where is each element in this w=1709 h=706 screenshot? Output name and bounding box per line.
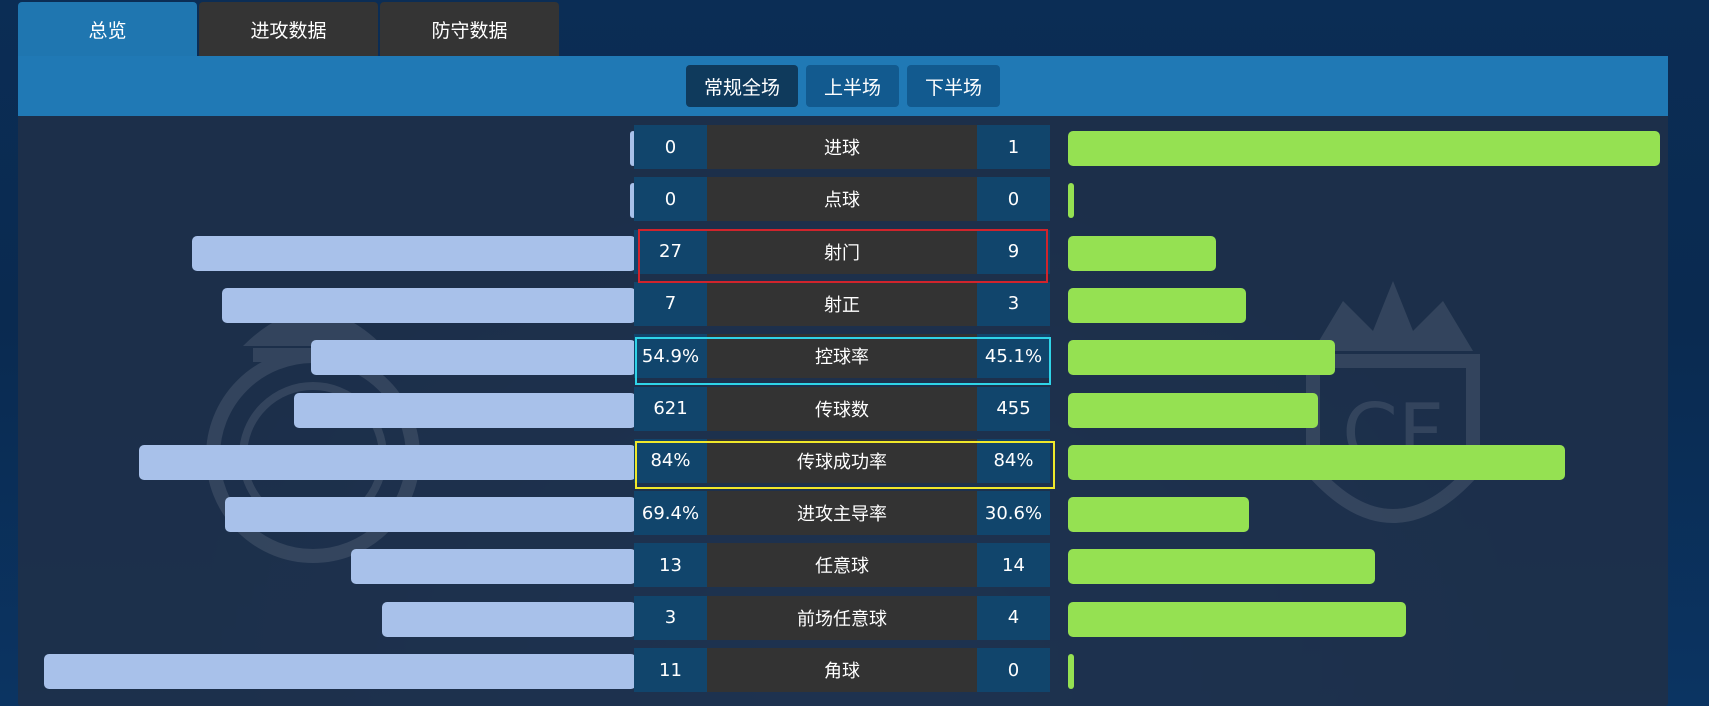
home-stat-value: 7 bbox=[634, 281, 707, 326]
stat-label: 任意球 bbox=[707, 543, 977, 588]
away-stat-value: 9 bbox=[977, 229, 1050, 274]
segment-first-half[interactable]: 上半场 bbox=[805, 65, 899, 107]
stat-row: 27 射门 9 bbox=[18, 229, 1668, 274]
segment-second-half[interactable]: 下半场 bbox=[907, 65, 1001, 107]
away-stat-bar bbox=[1068, 549, 1376, 585]
stat-row: 13 任意球 14 bbox=[18, 543, 1668, 588]
stat-label: 传球数 bbox=[707, 386, 977, 431]
stat-row: 621 传球数 455 bbox=[18, 386, 1668, 431]
away-stat-value: 45.1% bbox=[977, 334, 1050, 379]
home-stat-bar bbox=[225, 497, 636, 533]
away-stat-value: 0 bbox=[977, 648, 1050, 692]
home-stat-bar bbox=[351, 549, 636, 585]
away-stat-value: 0 bbox=[977, 177, 1050, 222]
stat-label: 传球成功率 bbox=[707, 438, 977, 483]
stat-label: 进球 bbox=[707, 125, 977, 169]
stat-row: 54.9% 控球率 45.1% bbox=[18, 334, 1668, 379]
home-stat-value: 0 bbox=[634, 177, 707, 222]
away-stat-value: 4 bbox=[977, 595, 1050, 640]
tab-attack-stats[interactable]: 进攻数据 bbox=[199, 2, 378, 56]
away-stat-value: 1 bbox=[977, 125, 1050, 169]
tab-defense-stats[interactable]: 防守数据 bbox=[380, 2, 559, 56]
away-stat-value: 14 bbox=[977, 543, 1050, 588]
home-stat-bar bbox=[630, 183, 636, 219]
home-stat-value: 27 bbox=[634, 229, 707, 274]
segment-full-match[interactable]: 常规全场 bbox=[685, 65, 798, 107]
home-stat-bar bbox=[192, 235, 636, 271]
stats-panel: 常规全场 上半场 下半场 CF 0 进球 1 0 点球 0 27 射门 9 7 射正 3 54.9% 控球… bbox=[18, 56, 1668, 706]
home-stat-bar bbox=[294, 392, 636, 428]
home-stat-bar bbox=[44, 654, 636, 689]
away-stat-bar bbox=[1068, 287, 1246, 323]
away-stat-bar bbox=[1068, 392, 1319, 428]
away-stat-value: 3 bbox=[977, 281, 1050, 326]
stat-label: 射正 bbox=[707, 281, 977, 326]
away-stat-bar bbox=[1068, 340, 1335, 376]
home-stat-value: 13 bbox=[634, 543, 707, 588]
stat-label: 进攻主导率 bbox=[707, 491, 977, 536]
stat-category-tabs: 总览 进攻数据 防守数据 bbox=[18, 2, 559, 56]
home-stat-value: 3 bbox=[634, 595, 707, 640]
away-stat-bar bbox=[1068, 235, 1216, 271]
stat-label: 前场任意球 bbox=[707, 595, 977, 640]
stat-row: 69.4% 进攻主导率 30.6% bbox=[18, 491, 1668, 536]
home-stat-bar bbox=[630, 131, 636, 166]
stat-row: 7 射正 3 bbox=[18, 281, 1668, 326]
stat-row: 3 前场任意球 4 bbox=[18, 595, 1668, 640]
away-stat-bar bbox=[1068, 131, 1660, 166]
home-stat-value: 621 bbox=[634, 386, 707, 431]
stat-row: 84% 传球成功率 84% bbox=[18, 438, 1668, 483]
stat-label: 控球率 bbox=[707, 334, 977, 379]
home-stat-value: 54.9% bbox=[634, 334, 707, 379]
stat-label: 点球 bbox=[707, 177, 977, 222]
home-stat-bar bbox=[382, 601, 636, 637]
home-stat-bar bbox=[138, 444, 636, 480]
stat-label: 射门 bbox=[707, 229, 977, 274]
away-stat-value: 455 bbox=[977, 386, 1050, 431]
home-stat-value: 11 bbox=[634, 648, 707, 692]
away-stat-bar bbox=[1068, 444, 1566, 480]
away-stat-bar bbox=[1068, 183, 1074, 219]
home-stat-value: 69.4% bbox=[634, 491, 707, 536]
away-stat-value: 84% bbox=[977, 438, 1050, 483]
away-stat-value: 30.6% bbox=[977, 491, 1050, 536]
period-selector: 常规全场 上半场 下半场 bbox=[18, 56, 1668, 116]
home-stat-bar bbox=[221, 287, 636, 323]
home-stat-value: 84% bbox=[634, 438, 707, 483]
home-stat-value: 0 bbox=[634, 125, 707, 169]
away-stat-bar bbox=[1068, 601, 1407, 637]
tab-overview[interactable]: 总览 bbox=[18, 2, 197, 56]
stat-label: 角球 bbox=[707, 648, 977, 692]
home-stat-bar bbox=[311, 340, 636, 376]
stat-row: 0 进球 1 bbox=[18, 125, 1668, 169]
stat-row: 0 点球 0 bbox=[18, 177, 1668, 222]
stat-row: 11 角球 0 bbox=[18, 648, 1668, 692]
away-stat-bar bbox=[1068, 497, 1250, 533]
away-stat-bar bbox=[1068, 654, 1074, 689]
